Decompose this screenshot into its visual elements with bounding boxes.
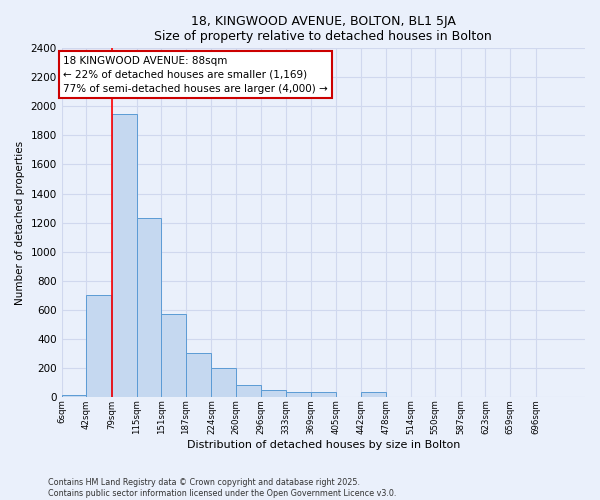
Bar (286, 392, 311, 397)
Text: Contains HM Land Registry data © Crown copyright and database right 2025.
Contai: Contains HM Land Registry data © Crown c… (48, 478, 397, 498)
Title: 18, KINGWOOD AVENUE, BOLTON, BL1 5JA
Size of property relative to detached house: 18, KINGWOOD AVENUE, BOLTON, BL1 5JA Siz… (154, 15, 492, 43)
Y-axis label: Number of detached properties: Number of detached properties (15, 140, 25, 304)
Bar (311, 392, 335, 397)
Bar (161, 314, 186, 397)
Bar (261, 390, 286, 397)
Bar (62, 394, 86, 397)
Text: 18 KINGWOOD AVENUE: 88sqm
← 22% of detached houses are smaller (1,169)
77% of se: 18 KINGWOOD AVENUE: 88sqm ← 22% of detac… (63, 56, 328, 94)
Bar (137, 218, 161, 397)
Bar (112, 114, 137, 397)
Bar (86, 295, 111, 397)
Bar (186, 352, 211, 397)
Bar (236, 385, 261, 397)
Bar (211, 368, 236, 397)
X-axis label: Distribution of detached houses by size in Bolton: Distribution of detached houses by size … (187, 440, 460, 450)
Bar (361, 392, 386, 397)
